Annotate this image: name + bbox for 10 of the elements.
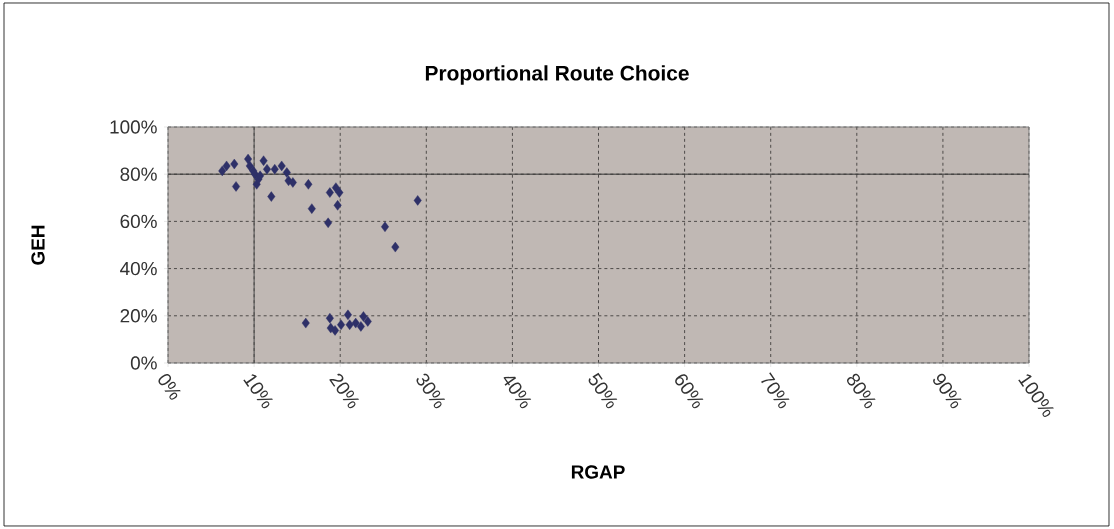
y-axis-title: GEH [31,225,45,265]
x-axis-title: RGAP [571,465,625,479]
y-tick-label: 40% [120,261,157,276]
y-tick-label: 60% [120,214,157,229]
x-tick-label: 0% [158,373,181,400]
chart-title: Proportional Route Choice [425,65,689,85]
y-tick-label: 100% [110,120,157,134]
y-tick-label: 0% [130,356,157,370]
y-tick-label: 20% [120,309,157,323]
y-tick-label: 80% [120,167,157,181]
